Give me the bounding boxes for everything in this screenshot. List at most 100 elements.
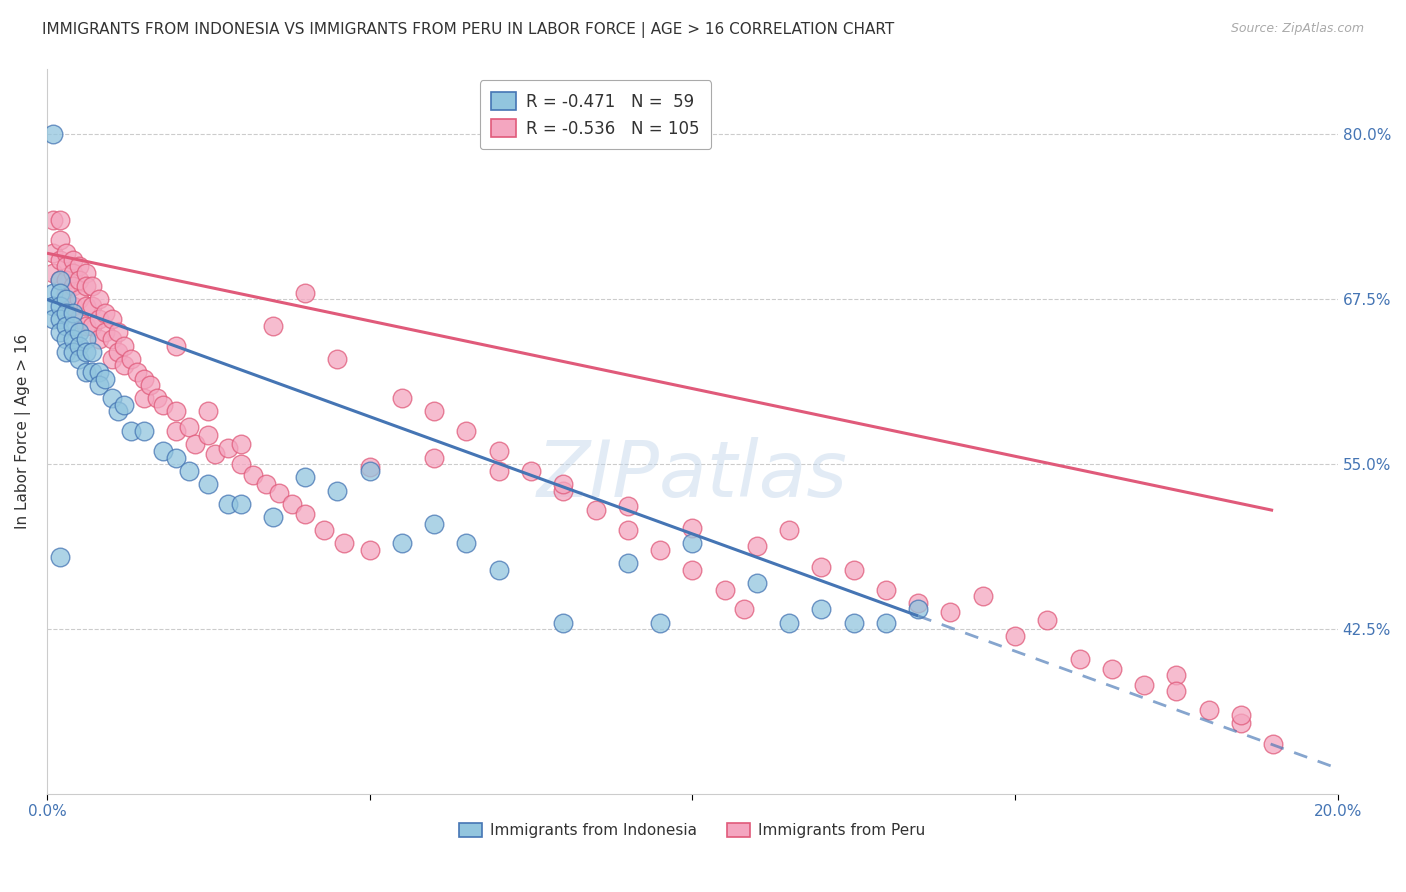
Point xyxy=(423,404,446,418)
Point xyxy=(778,523,800,537)
Point xyxy=(326,351,349,366)
Point xyxy=(42,213,65,227)
Point xyxy=(55,246,77,260)
Point xyxy=(681,563,703,577)
Point xyxy=(585,503,607,517)
Point xyxy=(55,318,77,333)
Point xyxy=(49,252,72,267)
Point xyxy=(972,589,994,603)
Y-axis label: In Labor Force | Age > 16: In Labor Force | Age > 16 xyxy=(15,334,31,529)
Point xyxy=(62,299,84,313)
Point xyxy=(112,359,135,373)
Point xyxy=(314,523,336,537)
Point xyxy=(55,285,77,300)
Point xyxy=(488,563,510,577)
Point xyxy=(488,464,510,478)
Point xyxy=(112,398,135,412)
Point xyxy=(139,378,162,392)
Point xyxy=(55,332,77,346)
Point xyxy=(1036,613,1059,627)
Point xyxy=(49,312,72,326)
Point xyxy=(107,326,129,340)
Point xyxy=(810,560,832,574)
Point xyxy=(55,260,77,274)
Point xyxy=(62,318,84,333)
Point xyxy=(100,351,122,366)
Point xyxy=(681,536,703,550)
Point xyxy=(62,266,84,280)
Point xyxy=(229,457,252,471)
Point xyxy=(681,520,703,534)
Point xyxy=(165,404,187,418)
Point xyxy=(67,312,90,326)
Point xyxy=(82,365,104,379)
Point xyxy=(553,615,575,630)
Point xyxy=(55,272,77,286)
Point xyxy=(87,365,110,379)
Point xyxy=(75,266,97,280)
Point xyxy=(82,345,104,359)
Point xyxy=(648,615,671,630)
Point xyxy=(132,371,155,385)
Point xyxy=(82,318,104,333)
Point xyxy=(294,470,316,484)
Point xyxy=(75,365,97,379)
Point xyxy=(713,582,735,597)
Point xyxy=(112,338,135,352)
Point xyxy=(145,392,167,406)
Point xyxy=(165,338,187,352)
Point xyxy=(87,312,110,326)
Point xyxy=(1101,662,1123,676)
Point xyxy=(42,128,65,142)
Point xyxy=(75,332,97,346)
Point xyxy=(1261,737,1284,751)
Point xyxy=(67,351,90,366)
Point xyxy=(67,260,90,274)
Point xyxy=(49,213,72,227)
Point xyxy=(197,428,219,442)
Point xyxy=(62,345,84,359)
Point xyxy=(132,424,155,438)
Point xyxy=(75,299,97,313)
Point xyxy=(55,305,77,319)
Point xyxy=(281,497,304,511)
Point xyxy=(423,516,446,531)
Point xyxy=(94,305,117,319)
Point xyxy=(177,464,200,478)
Point xyxy=(294,285,316,300)
Point xyxy=(907,602,929,616)
Point xyxy=(1166,668,1188,682)
Point xyxy=(42,299,65,313)
Text: Source: ZipAtlas.com: Source: ZipAtlas.com xyxy=(1230,22,1364,36)
Point xyxy=(107,404,129,418)
Point xyxy=(120,351,142,366)
Point xyxy=(184,437,207,451)
Point xyxy=(82,279,104,293)
Point xyxy=(778,615,800,630)
Point xyxy=(242,467,264,482)
Point xyxy=(1133,677,1156,691)
Point xyxy=(42,246,65,260)
Point xyxy=(49,299,72,313)
Point xyxy=(42,285,65,300)
Point xyxy=(49,326,72,340)
Point xyxy=(152,444,174,458)
Point xyxy=(127,365,149,379)
Point xyxy=(94,371,117,385)
Point xyxy=(42,312,65,326)
Point xyxy=(488,444,510,458)
Point xyxy=(1004,629,1026,643)
Point xyxy=(165,450,187,465)
Point xyxy=(745,539,768,553)
Point xyxy=(217,497,239,511)
Point xyxy=(359,459,381,474)
Point xyxy=(49,285,72,300)
Legend: Immigrants from Indonesia, Immigrants from Peru: Immigrants from Indonesia, Immigrants fr… xyxy=(453,817,931,845)
Point xyxy=(648,543,671,558)
Point xyxy=(100,392,122,406)
Point xyxy=(67,326,90,340)
Point xyxy=(553,477,575,491)
Point xyxy=(62,279,84,293)
Point xyxy=(262,510,284,524)
Point xyxy=(100,312,122,326)
